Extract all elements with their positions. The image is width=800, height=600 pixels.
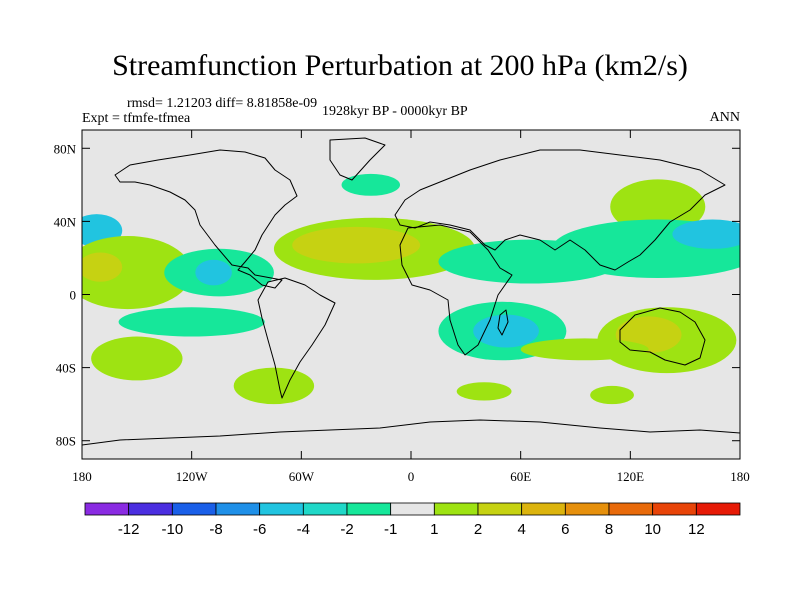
colorbar-label-12: 10 xyxy=(644,521,661,538)
region-s-pacific-positive xyxy=(91,336,183,381)
region-e-pacific-negative-core xyxy=(195,259,232,286)
season-label: ANN xyxy=(709,110,740,125)
x-tick-label-4: 60E xyxy=(510,469,531,484)
colorbar-box-10 xyxy=(521,502,566,516)
colorbar-box-14 xyxy=(695,502,741,516)
colorbar-label-11: 8 xyxy=(605,521,613,538)
x-tick-label-6: 180 xyxy=(730,469,750,484)
colorbar-label-10: 6 xyxy=(561,521,569,538)
region-s-indian-positive-small xyxy=(456,382,512,401)
coast-greenland xyxy=(329,137,386,181)
colorbar-label-8: 2 xyxy=(474,521,482,538)
colorbar-label-1: -10 xyxy=(161,521,183,538)
colorbar-box-6 xyxy=(346,502,392,516)
coast-madagascar xyxy=(497,309,509,336)
y-tick-label-0: 80N xyxy=(54,141,77,156)
coast-antarctica xyxy=(82,419,740,446)
rmsd-diff-text: rmsd= 1.21203 diff= 8.81858e-09 xyxy=(127,96,318,111)
region-tropical-negative-band xyxy=(438,239,622,284)
colorbar-box-12 xyxy=(608,502,654,516)
map-background xyxy=(82,130,740,459)
x-tick-label-0: 180 xyxy=(72,469,92,484)
region-north-sea-negative xyxy=(341,173,401,196)
colorbar-label-13: 12 xyxy=(688,521,705,538)
colorbar-label-4: -4 xyxy=(297,521,310,538)
colorbar-box-5 xyxy=(302,502,348,516)
colorbar: -12 -10 -8 -6 -4 -2 -1 1 2 4 6 8 10 12 xyxy=(84,502,741,538)
y-tick-label-2: 0 xyxy=(70,288,77,303)
x-tick-label-5: 120E xyxy=(617,469,645,484)
axes: 180 120W 60W 0 60E 120E 180 80N 40N 0 40S 80S xyxy=(54,130,750,484)
y-tick-label-4: 80S xyxy=(56,434,76,449)
coast-north-america xyxy=(114,149,298,289)
colorbar-box-2 xyxy=(171,502,217,516)
coast-africa xyxy=(399,224,513,356)
colorbar-box-4 xyxy=(259,502,304,516)
region-s-pacific-negative xyxy=(118,307,265,337)
colorbar-box-0 xyxy=(84,502,130,516)
colorbar-label-2: -8 xyxy=(209,521,222,538)
experiment-label: Expt = tfmfe-tfmea xyxy=(82,111,191,126)
x-tick-label-1: 120W xyxy=(176,469,209,484)
region-pacific-positive-core xyxy=(82,252,123,282)
y-tick-label-3: 40S xyxy=(56,361,76,376)
colorbar-label-6: -1 xyxy=(384,521,397,538)
colorbar-box-7 xyxy=(390,502,435,516)
colorbar-box-11 xyxy=(564,502,610,516)
x-tick-label-2: 60W xyxy=(289,469,315,484)
colorbar-box-8 xyxy=(433,502,479,516)
coast-eurasia xyxy=(394,149,726,271)
region-s-atlantic-positive xyxy=(233,367,315,405)
colorbar-label-3: -6 xyxy=(253,521,266,538)
coastlines xyxy=(82,137,740,446)
region-w-pacific-negative-core xyxy=(672,219,740,249)
chart-title: Streamfunction Perturbation at 200 hPa (… xyxy=(112,49,688,82)
colorbar-label-9: 4 xyxy=(517,521,525,538)
period-label: 1928kyr BP - 0000kyr BP xyxy=(322,104,468,119)
coast-australia xyxy=(619,307,706,366)
colorbar-box-9 xyxy=(477,502,523,516)
coast-south-america xyxy=(257,277,336,399)
colorbar-box-3 xyxy=(215,502,261,516)
colorbar-label-5: -2 xyxy=(340,521,353,538)
colorbar-label-7: 1 xyxy=(430,521,438,538)
colorbar-box-13 xyxy=(652,502,697,516)
colorbar-box-1 xyxy=(128,502,173,516)
region-indian-positive-streak xyxy=(520,338,649,361)
region-n-atlantic-positive-core xyxy=(292,226,421,264)
region-s-ocean-positive-small xyxy=(590,385,634,405)
x-tick-label-3: 0 xyxy=(408,469,415,484)
colorbar-label-0: -12 xyxy=(118,521,140,538)
y-tick-label-1: 40N xyxy=(54,214,77,229)
region-s-indian-negative-core xyxy=(473,314,539,348)
